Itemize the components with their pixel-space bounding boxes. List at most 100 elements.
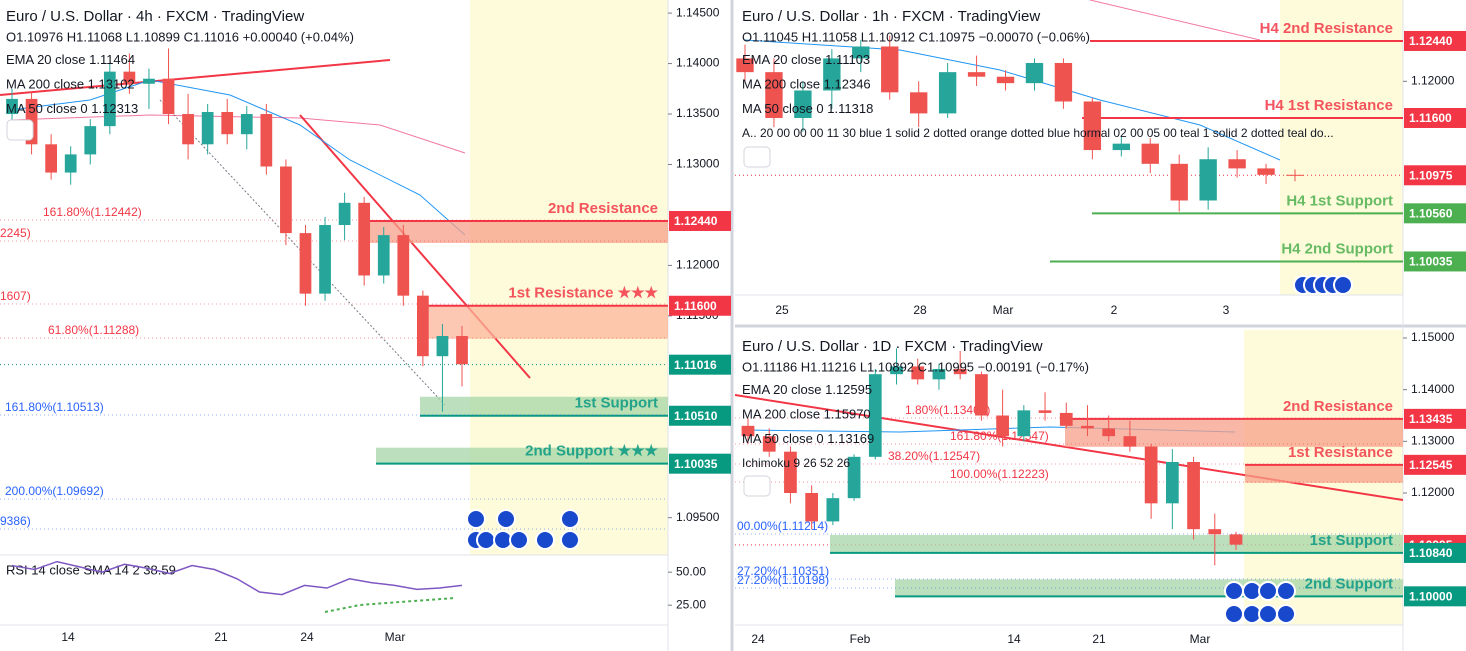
divergence <box>324 597 456 613</box>
candle-body <box>260 114 273 167</box>
candle-body <box>890 366 903 375</box>
legend-ma50: MA 50 close 0 1.12313 <box>6 101 138 116</box>
candle-body <box>299 233 312 294</box>
candle-body <box>1228 159 1246 169</box>
y-tick-label: 1.13000 <box>676 157 720 171</box>
candle-body <box>1102 428 1116 437</box>
fib-label: 200.00%(1.09692) <box>5 484 104 498</box>
candle-body <box>456 336 468 365</box>
candle-body <box>938 72 957 114</box>
price-label: 1.12440 <box>674 214 718 228</box>
collapse-button <box>743 475 771 497</box>
event-badge <box>1276 581 1296 601</box>
event-badge <box>1333 275 1353 295</box>
candle-body <box>736 58 754 73</box>
level-name: 2nd Support <box>1305 575 1393 592</box>
legend-ma50: MA 50 close 0 1.13169 <box>742 431 874 446</box>
x-tick-label: Mar <box>385 630 406 644</box>
candle-body <box>338 202 351 226</box>
candle-body <box>103 71 116 127</box>
x-tick-label: 21 <box>214 630 228 644</box>
y-tick-label: 1.12000 <box>1411 485 1455 499</box>
candle-body <box>847 456 861 499</box>
candle-body <box>1059 412 1073 426</box>
y-tick-label: 1.09500 <box>676 510 720 524</box>
fib-label: 1.80%(1.13464) <box>905 403 990 417</box>
price-label: 1.11016 <box>674 358 717 372</box>
fib-label: 161.80%(1.12442) <box>43 205 142 219</box>
level-name: H4 2nd Support <box>1281 240 1393 257</box>
price-badge <box>669 295 731 316</box>
x-tick-label: 25 <box>775 303 789 317</box>
y-tick-label: 1.14000 <box>676 56 720 70</box>
candle-body <box>143 78 155 84</box>
candle-body <box>1165 462 1179 504</box>
legend-title: Euro / U.S. Dollar · 1D · FXCM · Trading… <box>742 338 1043 355</box>
candle-body <box>84 126 97 155</box>
x-tick-label: 2 <box>1111 303 1118 317</box>
collapse-button <box>6 119 34 141</box>
level-zone <box>1065 418 1403 447</box>
level-name: 1st Support <box>575 395 658 412</box>
price-badge <box>1404 408 1466 429</box>
fib-label: 161.80%(1.10513) <box>5 400 104 414</box>
candle-body <box>1083 101 1102 151</box>
x-tick-label: 14 <box>1007 632 1021 646</box>
x-tick-label: 3 <box>1223 303 1230 317</box>
candle-body <box>358 202 371 276</box>
candle-body <box>1038 410 1052 413</box>
y-tick-label: 1.12000 <box>1411 73 1455 87</box>
event-badge <box>560 509 580 529</box>
legend-title: Euro / U.S. Dollar · 1h · FXCM · Trading… <box>742 8 1040 25</box>
candle-body <box>1081 425 1094 429</box>
fib-label: 2245) <box>0 226 31 240</box>
y-tick-label: 1.13000 <box>1411 434 1455 448</box>
price-badge <box>1404 454 1466 475</box>
level-name: 2nd Resistance <box>548 200 658 217</box>
candle-body <box>1286 174 1304 176</box>
event-badge <box>476 530 496 550</box>
event-badge <box>1258 581 1278 601</box>
level-zone <box>420 396 668 416</box>
level-name: 1st Resistance <box>1288 444 1393 461</box>
legend-ohlc: O1.10976 H1.11068 L1.10899 C1.11016 +0.0… <box>6 29 354 44</box>
candle-body <box>201 112 214 145</box>
price-badge <box>1404 107 1466 128</box>
price-label: 1.10975 <box>1409 168 1453 182</box>
candle-body <box>377 235 390 276</box>
y-tick-label: 1.15000 <box>1411 330 1455 344</box>
candle-body <box>1208 529 1222 535</box>
legend-ma50: MA 50 close 0 1.11318 <box>742 101 873 116</box>
level-name: 2nd Support ★★★ <box>525 443 658 460</box>
fib-label: 27.20%(1.10198) <box>737 573 829 587</box>
price-badge <box>1404 30 1466 51</box>
candle-body <box>975 374 988 416</box>
candle-body <box>240 114 253 135</box>
candle-body <box>881 46 899 93</box>
level-zone <box>1245 464 1403 483</box>
candle-body <box>1170 163 1188 201</box>
y-tick-label: 25.00 <box>676 597 706 611</box>
candle-body <box>911 366 925 380</box>
candle-body <box>1229 534 1243 545</box>
legend-ohlc: O1.11045 H1.11058 L1.10912 C1.10975 −0.0… <box>742 29 1090 44</box>
candle-body <box>996 76 1015 84</box>
price-badge <box>1404 251 1466 272</box>
price-badge <box>1404 586 1466 607</box>
legend-ma200: MA 200 close 1.13102 <box>6 76 135 91</box>
price-label: 1.10000 <box>1409 589 1453 603</box>
price-label: 1.13435 <box>1409 412 1453 426</box>
candle-body <box>762 436 776 452</box>
candle-body <box>221 112 234 135</box>
price-badge <box>1404 165 1466 186</box>
fib-label: 27.20%(1.10351) <box>737 564 829 578</box>
trendline <box>0 59 391 96</box>
ma-line <box>9 114 466 154</box>
candle-body <box>1025 62 1044 84</box>
x-tick-label: 24 <box>300 630 314 644</box>
candle-body <box>162 78 175 115</box>
candle-body <box>823 58 841 91</box>
level-name: H4 2nd Resistance <box>1260 20 1393 37</box>
candle-body <box>741 425 755 437</box>
